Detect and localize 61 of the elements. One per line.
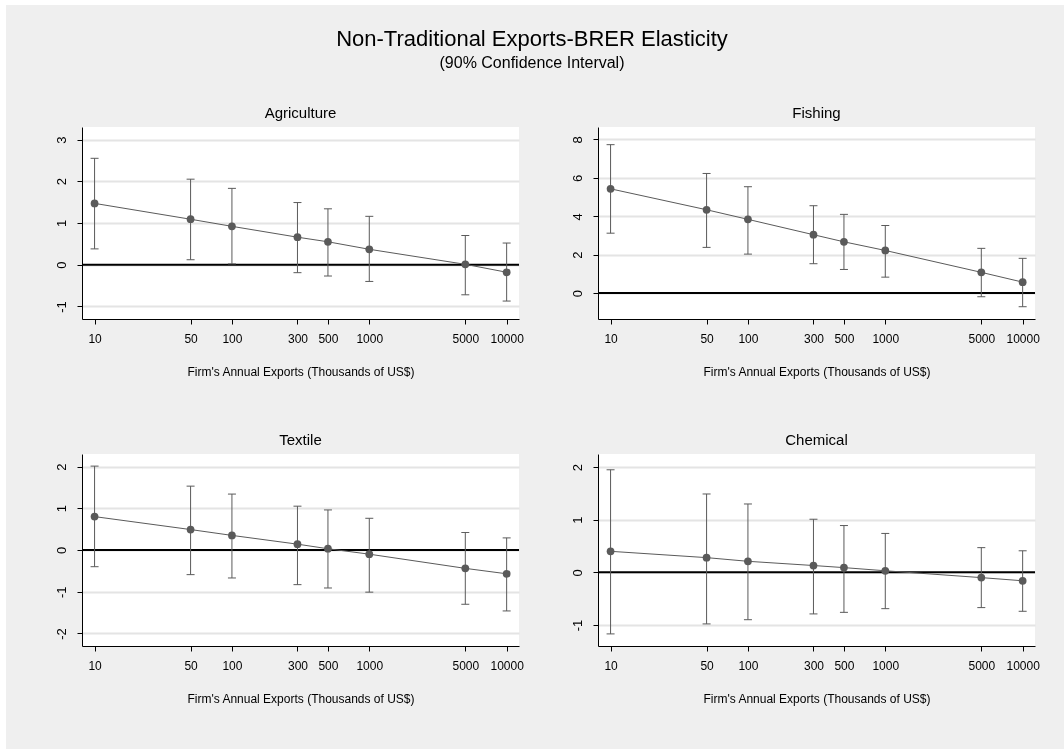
x-tick-label: 50 [184, 658, 199, 673]
x-tick-label: 5000 [968, 658, 996, 673]
chart-title: Textile [279, 431, 322, 448]
x-tick-label: 5000 [452, 331, 480, 346]
y-tick-label: 8 [569, 136, 585, 144]
x-tick-label: 1000 [872, 331, 900, 346]
x-tick-label: 300 [287, 331, 309, 346]
y-tick-label: 1 [53, 505, 69, 513]
text: Non-Traditional Exports-BRER Elasticity [335, 25, 729, 53]
x-tick-label: 500 [834, 331, 855, 346]
x-tick-label: 10 [88, 658, 103, 673]
y-tick-label: -2 [53, 628, 69, 640]
x-tick-label: 300 [287, 658, 309, 673]
x-tick-label: 10000 [1006, 658, 1041, 673]
x-tick-label: 5000 [452, 658, 480, 673]
x-axis-title: Firm's Annual Exports (Thousands of US$) [187, 691, 415, 706]
chart-title: Agriculture [264, 104, 337, 121]
x-tick-label: 10 [604, 658, 619, 673]
x-tick-label: 100 [222, 658, 243, 673]
x-tick-label: 100 [738, 331, 759, 346]
y-tick-label: 0 [569, 289, 585, 298]
x-axis-title: Firm's Annual Exports (Thousands of US$) [703, 364, 931, 379]
text: (90% Confidence Interval) [438, 53, 626, 73]
y-tick-label: 2 [569, 464, 585, 472]
x-tick-label: 50 [700, 658, 715, 673]
chart-title: Chemical [785, 431, 848, 448]
y-tick-label: 3 [53, 136, 69, 144]
x-tick-label: 50 [700, 331, 715, 346]
y-tick-label: 0 [53, 261, 69, 269]
x-tick-label: 300 [803, 331, 825, 346]
x-tick-label: 1000 [356, 658, 384, 673]
x-tick-label: 1000 [872, 658, 900, 673]
y-tick-label: 0 [53, 546, 69, 555]
x-tick-label: 500 [318, 658, 339, 673]
x-axis-title: Firm's Annual Exports (Thousands of US$) [187, 364, 415, 379]
y-tick-label: -1 [53, 301, 69, 313]
x-tick-label: 10 [604, 331, 619, 346]
x-tick-label: 10000 [1006, 331, 1041, 346]
x-tick-label: 300 [803, 658, 825, 673]
y-tick-label: 1 [53, 219, 69, 228]
x-tick-label: 500 [834, 658, 855, 673]
chart-title: Fishing [792, 104, 841, 121]
y-tick-label: -1 [53, 586, 69, 599]
y-tick-label: 0 [569, 569, 585, 577]
y-tick-label: 2 [53, 463, 69, 471]
y-tick-label: 1 [569, 516, 585, 524]
y-tick-label: 6 [569, 174, 585, 182]
x-tick-label: 10 [88, 331, 103, 346]
x-axis-title: Firm's Annual Exports (Thousands of US$) [703, 691, 931, 706]
x-tick-label: 10000 [490, 331, 525, 346]
y-tick-label: -1 [569, 619, 585, 632]
y-tick-label: 2 [569, 251, 585, 259]
y-tick-label: 2 [53, 178, 69, 186]
x-tick-label: 1000 [356, 331, 384, 346]
x-tick-label: 5000 [968, 331, 996, 346]
x-tick-label: 100 [738, 658, 759, 673]
x-tick-label: 10000 [490, 658, 525, 673]
y-tick-label: 4 [569, 213, 585, 221]
x-tick-label: 50 [184, 331, 199, 346]
x-tick-label: 500 [318, 331, 339, 346]
x-tick-label: 100 [222, 331, 243, 346]
